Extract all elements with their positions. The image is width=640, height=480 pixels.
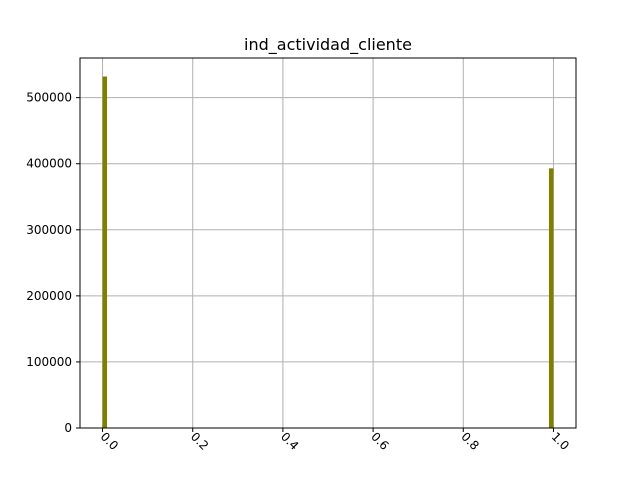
y-tick-label: 400000 [26, 157, 72, 171]
y-tick-label: 100000 [26, 355, 72, 369]
chart-title: ind_actividad_cliente [244, 35, 412, 55]
y-tick-label: 200000 [26, 289, 72, 303]
x-tick-label: 0.6 [368, 429, 391, 452]
plot-frame [79, 57, 577, 429]
y-tick-label: 500000 [26, 91, 72, 105]
bars [102, 76, 554, 428]
x-tick-label: 1.0 [549, 429, 572, 452]
y-tick-label: 300000 [26, 223, 72, 237]
histogram-bar [102, 76, 108, 428]
y-tick-label: 0 [64, 421, 72, 435]
ticks: 0.0 0.2 0.4 0.6 0.8 1.0 0 100000 200000 300000 400… [26, 91, 572, 453]
x-tick-label: 0.0 [98, 429, 121, 452]
histogram-bar [548, 168, 554, 428]
grid [80, 58, 576, 429]
x-tick-label: 0.2 [188, 429, 211, 452]
x-tick-label: 0.8 [458, 429, 481, 452]
x-tick-label: 0.4 [278, 429, 301, 452]
